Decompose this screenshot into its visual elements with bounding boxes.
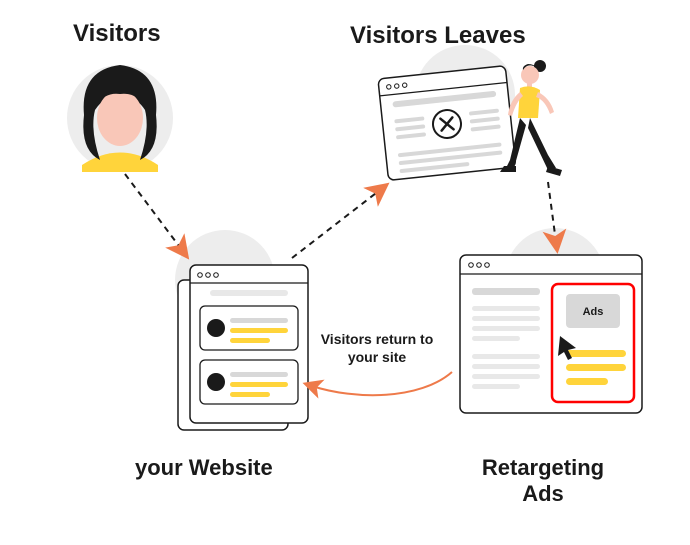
website-window-icon: [178, 265, 308, 430]
leaves-window-icon: [378, 66, 516, 181]
arrow-visitor-to-website: [125, 174, 182, 250]
arrow-website-to-leaves: [292, 190, 380, 258]
retarget-window-icon: Ads: [460, 255, 642, 413]
diagram-canvas: Ads: [0, 0, 690, 545]
arrow-return-to-website: [312, 372, 452, 395]
ads-badge-text: Ads: [583, 306, 604, 318]
